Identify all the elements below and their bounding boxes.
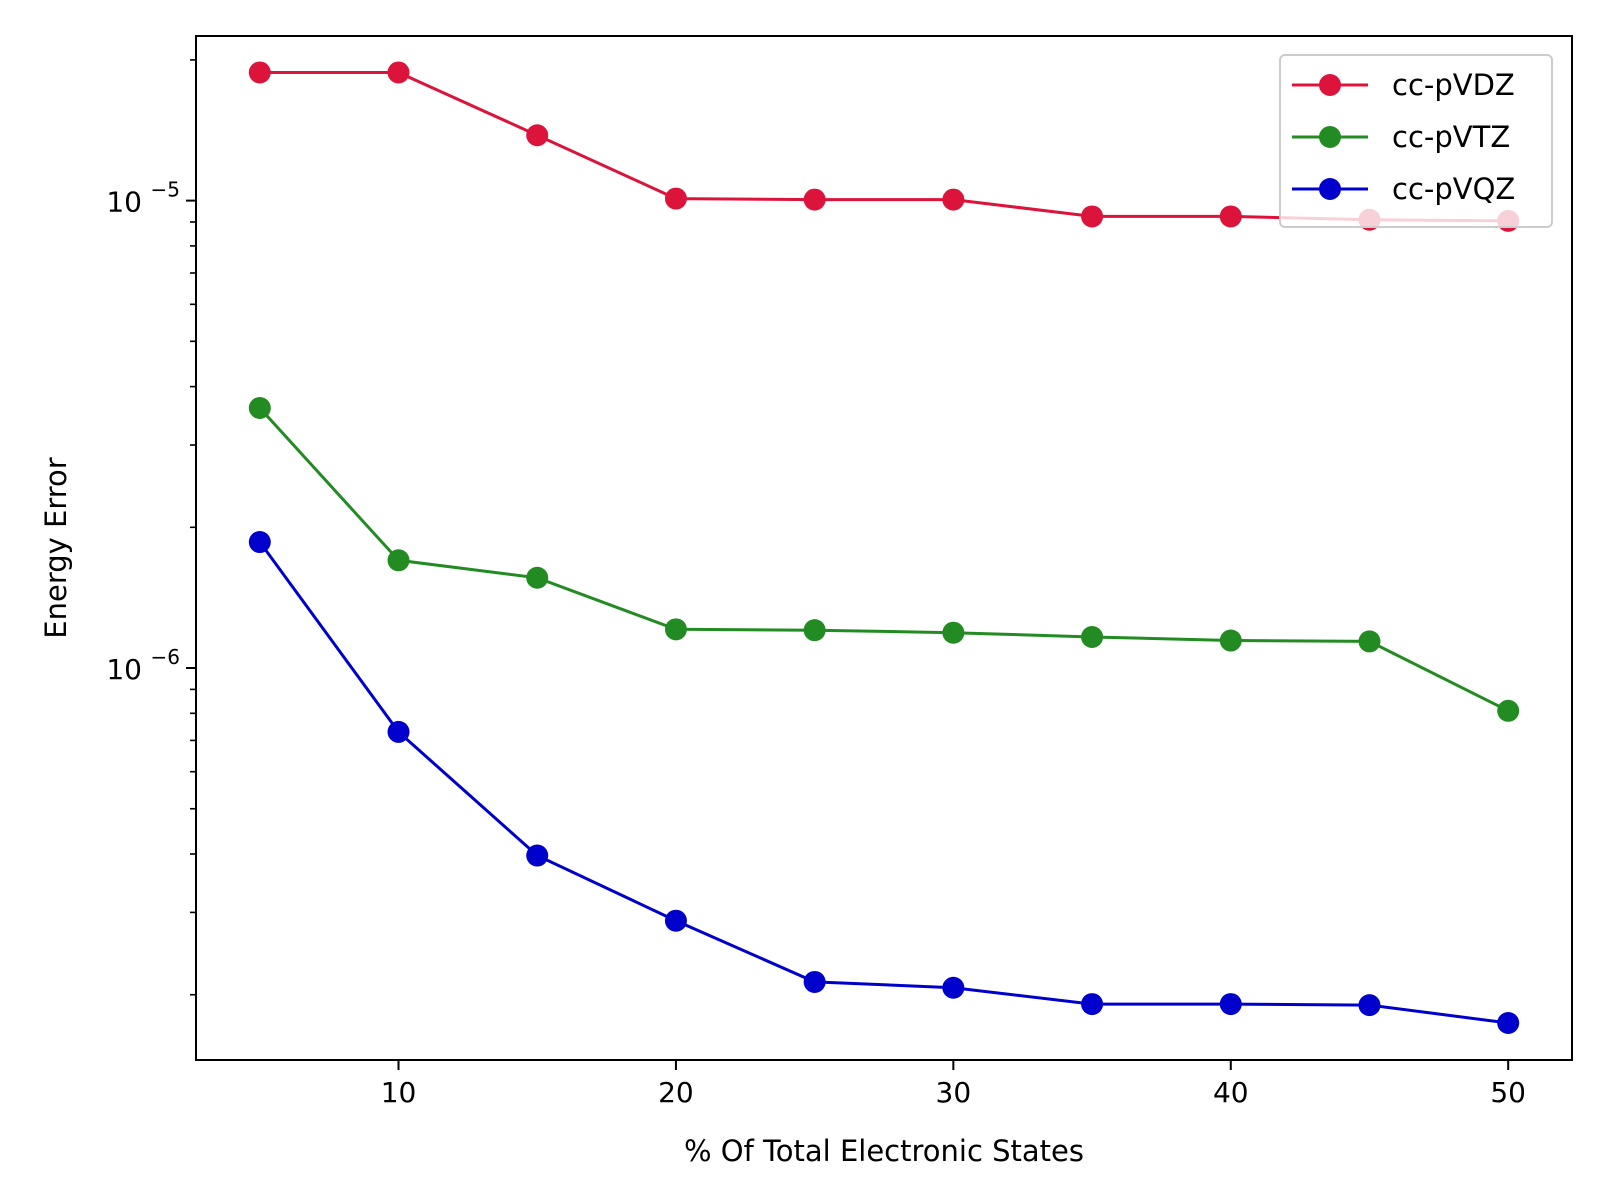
legend: cc-pVDZ cc-pVTZ cc-pVQZ	[1279, 54, 1553, 228]
data-point	[664, 909, 687, 932]
data-point	[526, 566, 549, 589]
y-tick-exponent: −5	[151, 178, 180, 202]
data-point	[526, 124, 549, 147]
legend-box	[1279, 54, 1553, 228]
y-tick-label: 10 −5	[106, 178, 180, 219]
data-point	[248, 531, 271, 554]
x-tick-label: 10	[381, 1076, 417, 1109]
x-tick-label: 40	[1213, 1076, 1249, 1109]
data-point	[803, 619, 826, 642]
data-point	[1358, 994, 1381, 1017]
x-axis-label: % Of Total Electronic States	[684, 1134, 1084, 1168]
data-point	[1497, 699, 1520, 722]
series-line	[258, 541, 1509, 1025]
legend-item: cc-pVTZ	[1292, 120, 1510, 154]
legend-label: cc-pVQZ	[1392, 172, 1515, 206]
series-line	[258, 406, 1509, 713]
legend-item: cc-pVQZ	[1292, 172, 1515, 206]
y-tick-label: 10 −6	[106, 645, 180, 686]
series-cc-pVQZ	[248, 531, 1520, 1034]
legend-swatch-marker	[1319, 126, 1341, 148]
plot-frame	[195, 35, 1573, 1061]
y-axis-label: Energy Error	[39, 457, 73, 639]
legend-swatch-marker	[1319, 74, 1341, 96]
data-point	[942, 188, 965, 211]
data-point	[248, 61, 271, 84]
y-tick-base: 10	[106, 186, 142, 219]
data-point	[664, 618, 687, 641]
data-point	[1081, 205, 1104, 228]
series-layer	[248, 61, 1520, 1034]
data-point	[1081, 993, 1104, 1016]
data-point	[1219, 629, 1242, 652]
data-point	[526, 844, 549, 867]
data-point	[664, 187, 687, 210]
legend-swatch-marker	[1319, 178, 1341, 200]
data-point	[1219, 205, 1242, 228]
data-point	[942, 621, 965, 644]
x-tick-label: 20	[658, 1076, 694, 1109]
data-point	[1358, 630, 1381, 653]
data-point	[387, 720, 410, 743]
legend-label: cc-pVDZ	[1392, 68, 1515, 102]
series-cc-pVTZ	[248, 396, 1520, 722]
data-point	[942, 976, 965, 999]
data-point	[803, 188, 826, 211]
data-point	[803, 970, 826, 993]
legend-item: cc-pVDZ	[1292, 68, 1515, 102]
data-point	[1081, 626, 1104, 649]
data-point	[387, 61, 410, 84]
data-point	[1497, 1011, 1520, 1034]
legend-label: cc-pVTZ	[1392, 120, 1510, 154]
data-point	[248, 396, 271, 419]
y-tick-exponent: −6	[151, 645, 180, 669]
y-tick-base: 10	[106, 653, 142, 686]
axes-layer: 10 20 30 40 50 10 −5 10 −6	[106, 59, 1526, 1109]
data-point	[387, 549, 410, 572]
x-tick-label: 50	[1490, 1076, 1526, 1109]
data-point	[1219, 993, 1242, 1016]
x-tick-label: 30	[936, 1076, 972, 1109]
